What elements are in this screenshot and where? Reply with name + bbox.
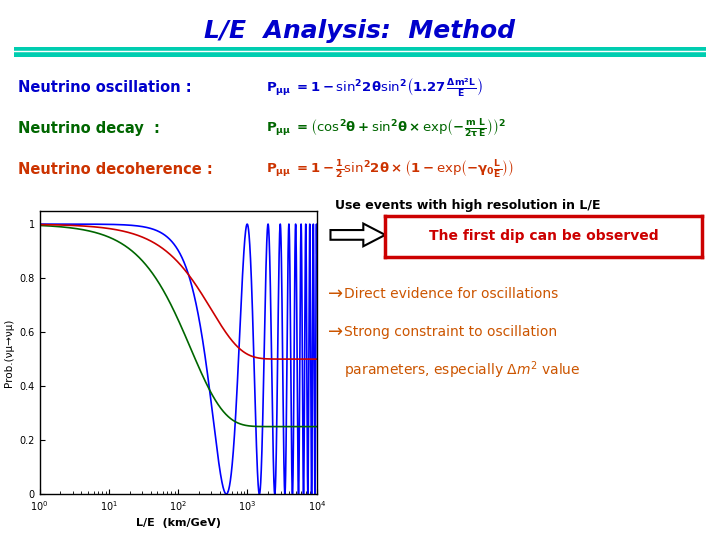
X-axis label: L/E  (km/GeV): L/E (km/GeV) xyxy=(135,518,221,528)
Text: →: → xyxy=(328,323,343,341)
Text: Direct evidence for oscillations: Direct evidence for oscillations xyxy=(344,287,559,301)
Text: Strong constraint to oscillation: Strong constraint to oscillation xyxy=(344,325,557,339)
Text: Neutrino decay  :: Neutrino decay : xyxy=(18,121,160,136)
Text: $\mathbf{P_{\mu\mu}}$$\mathbf{\ = 1 - \sin^2\!2\theta\sin^2\!\left(1.27\,\frac{\: $\mathbf{P_{\mu\mu}}$$\mathbf{\ = 1 - \s… xyxy=(266,76,483,99)
Text: $\mathbf{P_{\mu\mu}}$$\mathbf{\ = 1 - \frac{1}{2}\sin^2\!2\theta \times \left(1 : $\mathbf{P_{\mu\mu}}$$\mathbf{\ = 1 - \f… xyxy=(266,159,515,180)
Text: L/E  Analysis:  Method: L/E Analysis: Method xyxy=(204,19,516,43)
Text: →: → xyxy=(328,285,343,303)
Text: Neutrino decoherence :: Neutrino decoherence : xyxy=(18,162,212,177)
Text: Use events with high resolution in L/E: Use events with high resolution in L/E xyxy=(335,199,600,212)
Text: parameters, especially $\Delta m^2$ value: parameters, especially $\Delta m^2$ valu… xyxy=(344,359,581,381)
Text: The first dip can be observed: The first dip can be observed xyxy=(429,230,658,243)
Text: Neutrino oscillation :: Neutrino oscillation : xyxy=(18,80,192,95)
Text: $\mathbf{P_{\mu\mu}}$$\mathbf{\ = \left(\cos^2\!\theta + \sin^2\!\theta \times \: $\mathbf{P_{\mu\mu}}$$\mathbf{\ = \left(… xyxy=(266,118,506,139)
Polygon shape xyxy=(330,224,385,246)
Y-axis label: Prob.(νμ→νμ): Prob.(νμ→νμ) xyxy=(4,318,14,387)
